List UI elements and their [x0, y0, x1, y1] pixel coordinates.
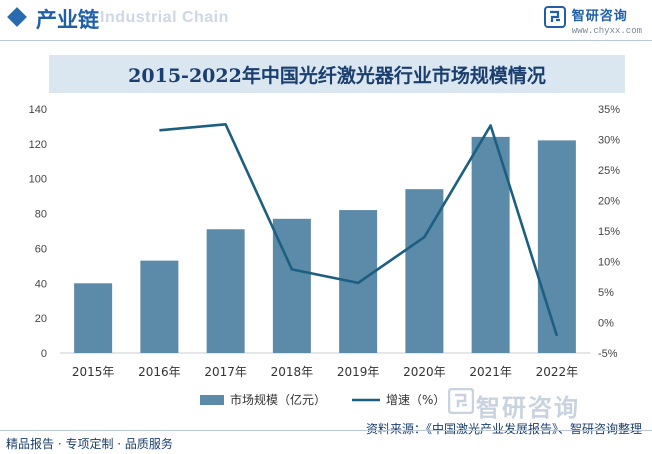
- footer-divider: [0, 430, 652, 431]
- y-left-tick-label: 100: [29, 174, 47, 186]
- x-tick-label: 2016年: [138, 365, 181, 379]
- brand-name: 智研咨询: [571, 9, 628, 24]
- chart-title: 2015-2022年中国光纤激光器行业市场规模情况: [128, 64, 546, 87]
- y-left-tick-label: 20: [35, 313, 47, 325]
- y-right-tick-label: -5%: [598, 348, 618, 360]
- brand-url: www.chyxx.com: [571, 26, 642, 36]
- legend-swatch-bar: [200, 395, 224, 405]
- y-left-tick-label: 40: [35, 278, 47, 290]
- y-left-tick-label: 0: [41, 348, 47, 360]
- y-left-tick-label: 60: [35, 243, 47, 255]
- legend-label-bar: 市场规模（亿元）: [230, 392, 326, 407]
- header-watermark: Industrial Chain: [100, 9, 229, 26]
- brand-logo-icon: [543, 6, 566, 28]
- bar: [537, 140, 576, 353]
- chart-title-box: 2015-2022年中国光纤激光器行业市场规模情况: [49, 55, 625, 93]
- legend-label-line: 增速（%）: [386, 393, 445, 407]
- header-divider: [0, 40, 652, 41]
- x-tick-label: 2021年: [469, 365, 512, 379]
- y-right-tick-label: 10%: [598, 257, 620, 269]
- bar: [140, 260, 179, 353]
- y-right-tick-label: 25%: [598, 165, 620, 177]
- y-right-tick-label: 35%: [598, 104, 620, 116]
- x-tick-label: 2020年: [403, 365, 446, 379]
- y-right-tick-label: 5%: [598, 287, 614, 299]
- y-left-tick-label: 120: [29, 139, 47, 151]
- y-right-tick-label: 0%: [598, 318, 614, 330]
- x-tick-label: 2022年: [536, 365, 579, 379]
- y-right-tick-label: 20%: [598, 196, 620, 208]
- footer-watermark: 智研咨询: [476, 394, 580, 422]
- brand: 智研咨询 www.chyxx.com: [543, 5, 642, 36]
- y-right-tick-label: 15%: [598, 226, 620, 238]
- x-tick-label: 2019年: [337, 365, 380, 379]
- page-title: 产业链: [36, 8, 99, 32]
- y-right-tick-label: 30%: [598, 135, 620, 147]
- bar: [206, 229, 245, 353]
- x-tick-label: 2015年: [72, 365, 115, 379]
- growth-line: [159, 123, 559, 337]
- y-left-tick-label: 140: [29, 104, 47, 116]
- y-left-tick-label: 80: [35, 209, 47, 221]
- bar: [74, 283, 113, 353]
- footer-tagline: 精品报告 · 专项定制 · 品质服务: [6, 437, 173, 451]
- watermark-logo-icon: [448, 388, 474, 414]
- x-tick-label: 2018年: [271, 365, 314, 379]
- bar: [471, 136, 510, 353]
- page-header: Industrial Chain 产业链 智研咨询 www.chyxx.com: [0, 0, 652, 38]
- source-note: 资料来源：《中国激光产业发展报告》、智研咨询整理: [365, 422, 642, 436]
- x-tick-label: 2017年: [204, 365, 247, 379]
